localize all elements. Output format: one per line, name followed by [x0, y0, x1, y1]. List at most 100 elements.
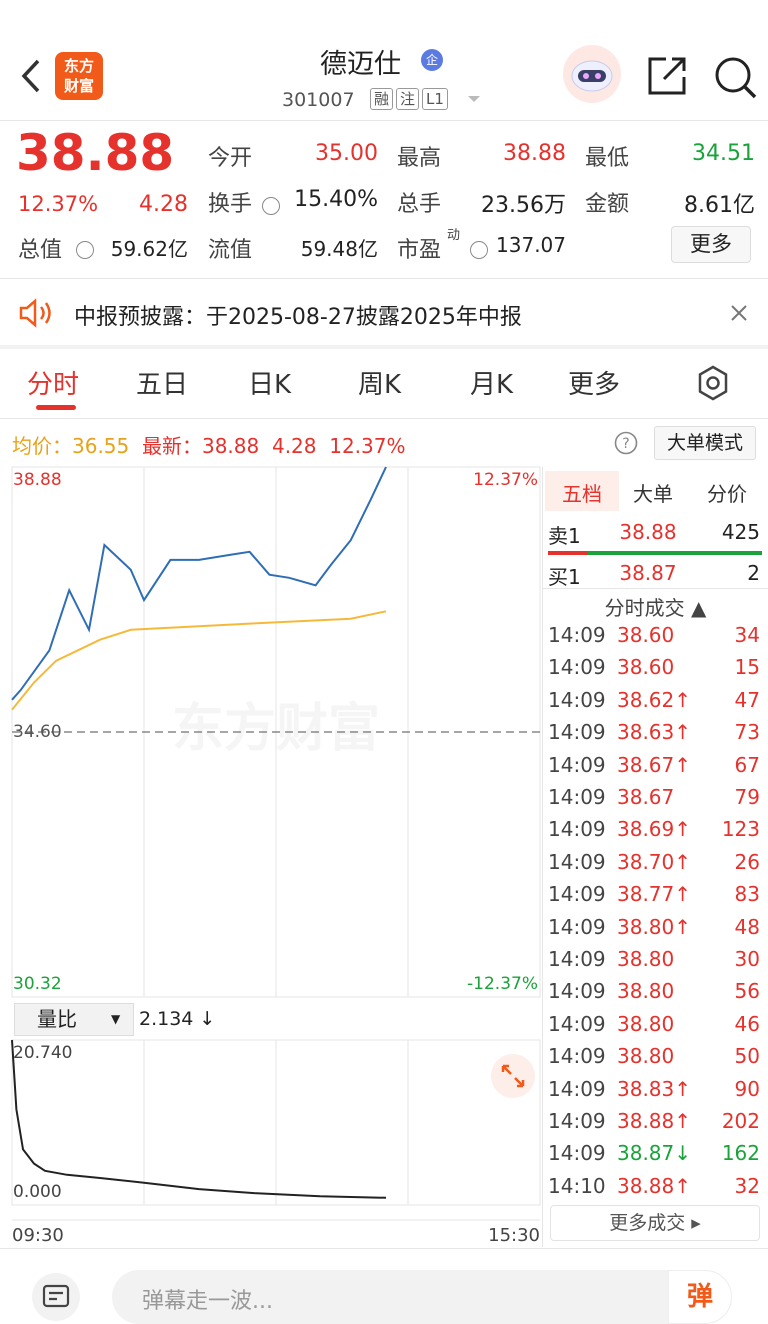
tab[interactable]: 更多: [568, 370, 621, 400]
divider: [543, 588, 768, 589]
tab[interactable]: 周K: [358, 370, 402, 400]
trade-volume: 56: [734, 979, 760, 1004]
trade-volume: 48: [734, 914, 760, 939]
divider: [0, 120, 768, 121]
info-icon[interactable]: [262, 197, 280, 215]
divider: [0, 1248, 768, 1249]
trade-price: 38.60: [617, 623, 675, 647]
trade-volume: 123: [721, 817, 760, 842]
trade-volume: 73: [734, 720, 760, 745]
trade-time: 14:09: [548, 687, 606, 712]
avg-value: 36.55: [72, 434, 130, 458]
trade-time: 14:09: [548, 849, 606, 874]
tag: 融: [370, 88, 394, 110]
book-tab[interactable]: 分价: [707, 482, 747, 506]
divider: [0, 418, 768, 419]
trade-time: 14:09: [548, 947, 606, 971]
dropdown-icon[interactable]: [466, 94, 482, 104]
indicator-selector[interactable]: 量比 ▼: [14, 1003, 134, 1036]
settings-button[interactable]: [694, 364, 732, 402]
trade-volume: 26: [734, 849, 760, 874]
x-tick-label: 15:30: [488, 1225, 540, 1246]
expand-button[interactable]: [490, 1053, 536, 1099]
field-label: 换手: [208, 192, 253, 217]
indicator-value: 2.134 ↓: [139, 1008, 216, 1030]
trade-time: 14:09: [548, 752, 606, 777]
tab[interactable]: 分时: [27, 370, 80, 400]
trade-volume: 83: [734, 882, 760, 907]
trade-time: 14:09: [548, 817, 606, 842]
more-trades-button[interactable]: 更多成交 ▸: [550, 1205, 760, 1241]
info-row: 均价：36.55 最新：38.88 4.28 12.37%: [12, 430, 405, 459]
trades-title: 分时成交 ▲: [604, 596, 707, 620]
field-value: 23.56万: [481, 193, 566, 218]
divider: [0, 278, 768, 279]
book-label: 卖1: [548, 524, 581, 548]
mode-button[interactable]: 大单模式: [654, 426, 756, 460]
tab-underline: [36, 405, 76, 410]
assistant-avatar[interactable]: [562, 44, 622, 104]
info-icon[interactable]: [470, 241, 488, 259]
trade-price: 38.70↑: [617, 849, 692, 874]
danmu-button[interactable]: 弹: [668, 1270, 732, 1324]
field-label: 总手: [397, 192, 442, 217]
trade-volume: 79: [734, 785, 760, 809]
tab[interactable]: 月K: [470, 370, 514, 400]
trade-time: 14:09: [548, 914, 606, 939]
book-tab[interactable]: 大单: [633, 482, 673, 506]
trade-volume: 202: [721, 1109, 760, 1133]
tab[interactable]: 五日: [136, 370, 189, 400]
y-tick-label: 30.32: [13, 974, 62, 994]
trade-volume: 46: [734, 1011, 760, 1036]
latest-change: 4.28: [271, 434, 317, 458]
change-pct: 12.37%: [18, 192, 99, 216]
logo-text: 财富: [63, 77, 94, 95]
field-value: 59.62亿: [110, 237, 188, 261]
change: 4.28: [139, 192, 188, 217]
field-label: 流值: [208, 238, 253, 263]
input-placeholder: 弹幕走一波...: [142, 1289, 273, 1314]
trade-time: 14:09: [548, 1141, 606, 1166]
comment-icon[interactable]: [30, 1272, 82, 1322]
speaker-icon: [19, 298, 51, 328]
trade-price: 38.83↑: [617, 1076, 692, 1101]
close-button[interactable]: [730, 304, 748, 322]
sell-bar: [548, 551, 588, 555]
back-button[interactable]: [18, 58, 44, 94]
tag: 注: [396, 88, 420, 110]
line: [11, 610, 387, 711]
divider: [0, 345, 768, 349]
share-button[interactable]: [646, 55, 690, 97]
tab[interactable]: 日K: [248, 370, 292, 400]
avg-label: 均价：: [12, 434, 72, 458]
trade-time: 14:10: [548, 1173, 606, 1198]
help-icon[interactable]: ?: [614, 431, 638, 455]
y2-tick-label: 12.37%: [473, 470, 538, 490]
input-box[interactable]: [112, 1270, 732, 1324]
buy-bar: [588, 551, 762, 555]
notice-text[interactable]: 中报预披露：于2025-08-27披露2025年中报: [74, 305, 522, 330]
trade-volume: 47: [734, 687, 760, 712]
trade-volume: 15: [734, 655, 760, 680]
trade-price: 38.62↑: [617, 687, 692, 712]
trade-time: 14:09: [548, 1076, 606, 1101]
trade-time: 14:09: [548, 1044, 606, 1069]
field-value: 8.61亿: [684, 193, 755, 218]
active-tab-bg: [545, 471, 619, 511]
trade-price: 38.67↑: [617, 752, 692, 777]
indicator-name: 量比: [37, 1007, 77, 1031]
trade-time: 14:09: [548, 979, 606, 1004]
trade-price: 38.60: [617, 655, 675, 680]
field-label: 金额: [585, 192, 630, 217]
book-tab[interactable]: 五档: [562, 482, 602, 506]
trade-volume: 162: [721, 1141, 760, 1166]
info-icon[interactable]: [76, 241, 94, 259]
trade-price: 38.87↓: [617, 1141, 692, 1166]
trade-price: 38.67: [617, 785, 675, 809]
logo-text: 东方: [63, 57, 94, 75]
trade-volume: 32: [734, 1173, 760, 1198]
search-button[interactable]: [713, 55, 759, 101]
more-button[interactable]: 更多: [671, 226, 751, 263]
field-value: 15.40%: [294, 187, 378, 212]
